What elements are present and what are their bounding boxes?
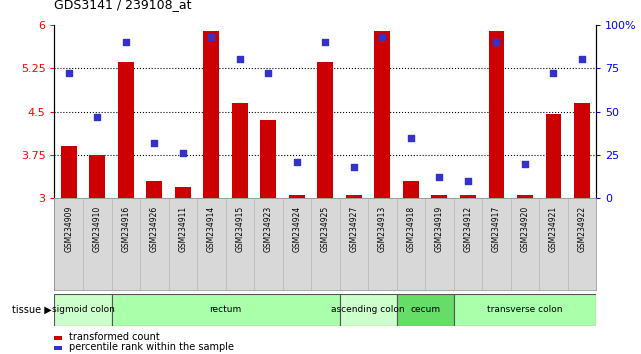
Text: GSM234925: GSM234925 <box>320 206 330 252</box>
Text: cecum: cecum <box>410 305 440 314</box>
Point <box>548 70 558 76</box>
Bar <box>54 294 112 326</box>
Text: transformed count: transformed count <box>69 332 160 342</box>
Point <box>577 57 587 62</box>
Point <box>406 135 416 140</box>
Bar <box>175 187 190 198</box>
Bar <box>545 114 562 198</box>
Text: GSM234920: GSM234920 <box>520 206 529 252</box>
Bar <box>374 30 390 198</box>
Text: GSM234914: GSM234914 <box>207 206 216 252</box>
Text: GSM234911: GSM234911 <box>178 206 187 252</box>
Text: sigmoid colon: sigmoid colon <box>51 305 115 314</box>
Point <box>92 114 103 120</box>
Text: transverse colon: transverse colon <box>487 305 563 314</box>
Point <box>463 178 473 184</box>
Text: percentile rank within the sample: percentile rank within the sample <box>69 342 233 352</box>
Bar <box>118 62 133 198</box>
Text: GSM234917: GSM234917 <box>492 206 501 252</box>
Text: ascending colon: ascending colon <box>331 305 405 314</box>
Bar <box>61 146 76 198</box>
Point <box>292 159 302 165</box>
Bar <box>397 294 454 326</box>
Text: GSM234913: GSM234913 <box>378 206 387 252</box>
Bar <box>317 62 333 198</box>
Point <box>206 34 217 40</box>
Point <box>520 161 530 166</box>
Bar <box>460 195 476 198</box>
Point <box>377 34 387 40</box>
Bar <box>403 181 419 198</box>
Bar <box>289 195 304 198</box>
Point <box>434 175 444 180</box>
Point <box>121 39 131 45</box>
Point <box>263 70 274 76</box>
Text: GSM234918: GSM234918 <box>406 206 415 252</box>
Text: GSM234923: GSM234923 <box>264 206 273 252</box>
Text: GSM234926: GSM234926 <box>150 206 159 252</box>
Bar <box>574 103 590 198</box>
Text: GSM234922: GSM234922 <box>578 206 587 252</box>
Point <box>63 70 74 76</box>
Text: GSM234916: GSM234916 <box>121 206 130 252</box>
Bar <box>260 120 276 198</box>
Bar <box>488 30 504 198</box>
Text: GSM234910: GSM234910 <box>93 206 102 252</box>
Bar <box>431 195 447 198</box>
Bar <box>232 103 247 198</box>
Text: GSM234924: GSM234924 <box>292 206 301 252</box>
Point <box>178 150 188 156</box>
Bar <box>203 30 219 198</box>
Text: GDS3141 / 239108_at: GDS3141 / 239108_at <box>54 0 192 11</box>
Bar <box>146 181 162 198</box>
Text: GSM234921: GSM234921 <box>549 206 558 252</box>
Text: GSM234912: GSM234912 <box>463 206 472 252</box>
Bar <box>112 294 340 326</box>
Point <box>149 140 160 145</box>
Text: GSM234915: GSM234915 <box>235 206 244 252</box>
Point <box>491 39 501 45</box>
Point <box>320 39 331 45</box>
Point <box>349 164 359 170</box>
Bar <box>346 195 362 198</box>
Text: GSM234919: GSM234919 <box>435 206 444 252</box>
Text: GSM234927: GSM234927 <box>349 206 358 252</box>
Bar <box>454 294 596 326</box>
Text: tissue ▶: tissue ▶ <box>12 305 51 315</box>
Text: GSM234909: GSM234909 <box>64 206 73 252</box>
Bar <box>89 155 105 198</box>
Bar <box>340 294 397 326</box>
Bar <box>517 195 533 198</box>
Text: rectum: rectum <box>210 305 242 314</box>
Point <box>235 57 245 62</box>
